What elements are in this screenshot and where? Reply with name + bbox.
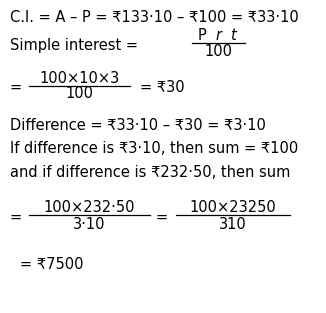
Text: P: P bbox=[198, 28, 206, 44]
Text: 100: 100 bbox=[204, 44, 232, 59]
Text: r: r bbox=[215, 28, 221, 44]
Text: If difference is ₹3·10, then sum = ₹100: If difference is ₹3·10, then sum = ₹100 bbox=[10, 141, 298, 156]
Text: t: t bbox=[230, 28, 236, 44]
Text: 310: 310 bbox=[219, 217, 247, 232]
Text: Difference = ₹33·10 – ₹30 = ₹3·10: Difference = ₹33·10 – ₹30 = ₹3·10 bbox=[10, 118, 266, 133]
Text: =: = bbox=[10, 210, 26, 225]
Text: 100×232·50: 100×232·50 bbox=[44, 200, 135, 215]
Text: =: = bbox=[10, 80, 26, 95]
Text: =: = bbox=[155, 210, 168, 225]
Text: 3·10: 3·10 bbox=[73, 217, 106, 232]
Text: 100: 100 bbox=[66, 86, 94, 101]
Text: 100×10×3: 100×10×3 bbox=[40, 71, 120, 86]
Text: = ₹30: = ₹30 bbox=[140, 80, 185, 95]
Text: C.I. = A – P = ₹133·10 – ₹100 = ₹33·10: C.I. = A – P = ₹133·10 – ₹100 = ₹33·10 bbox=[10, 10, 299, 25]
Text: = ₹7500: = ₹7500 bbox=[20, 257, 83, 272]
Text: Simple interest =: Simple interest = bbox=[10, 38, 142, 53]
Text: and if difference is ₹232·50, then sum: and if difference is ₹232·50, then sum bbox=[10, 165, 290, 180]
Text: 100×23250: 100×23250 bbox=[190, 200, 276, 215]
